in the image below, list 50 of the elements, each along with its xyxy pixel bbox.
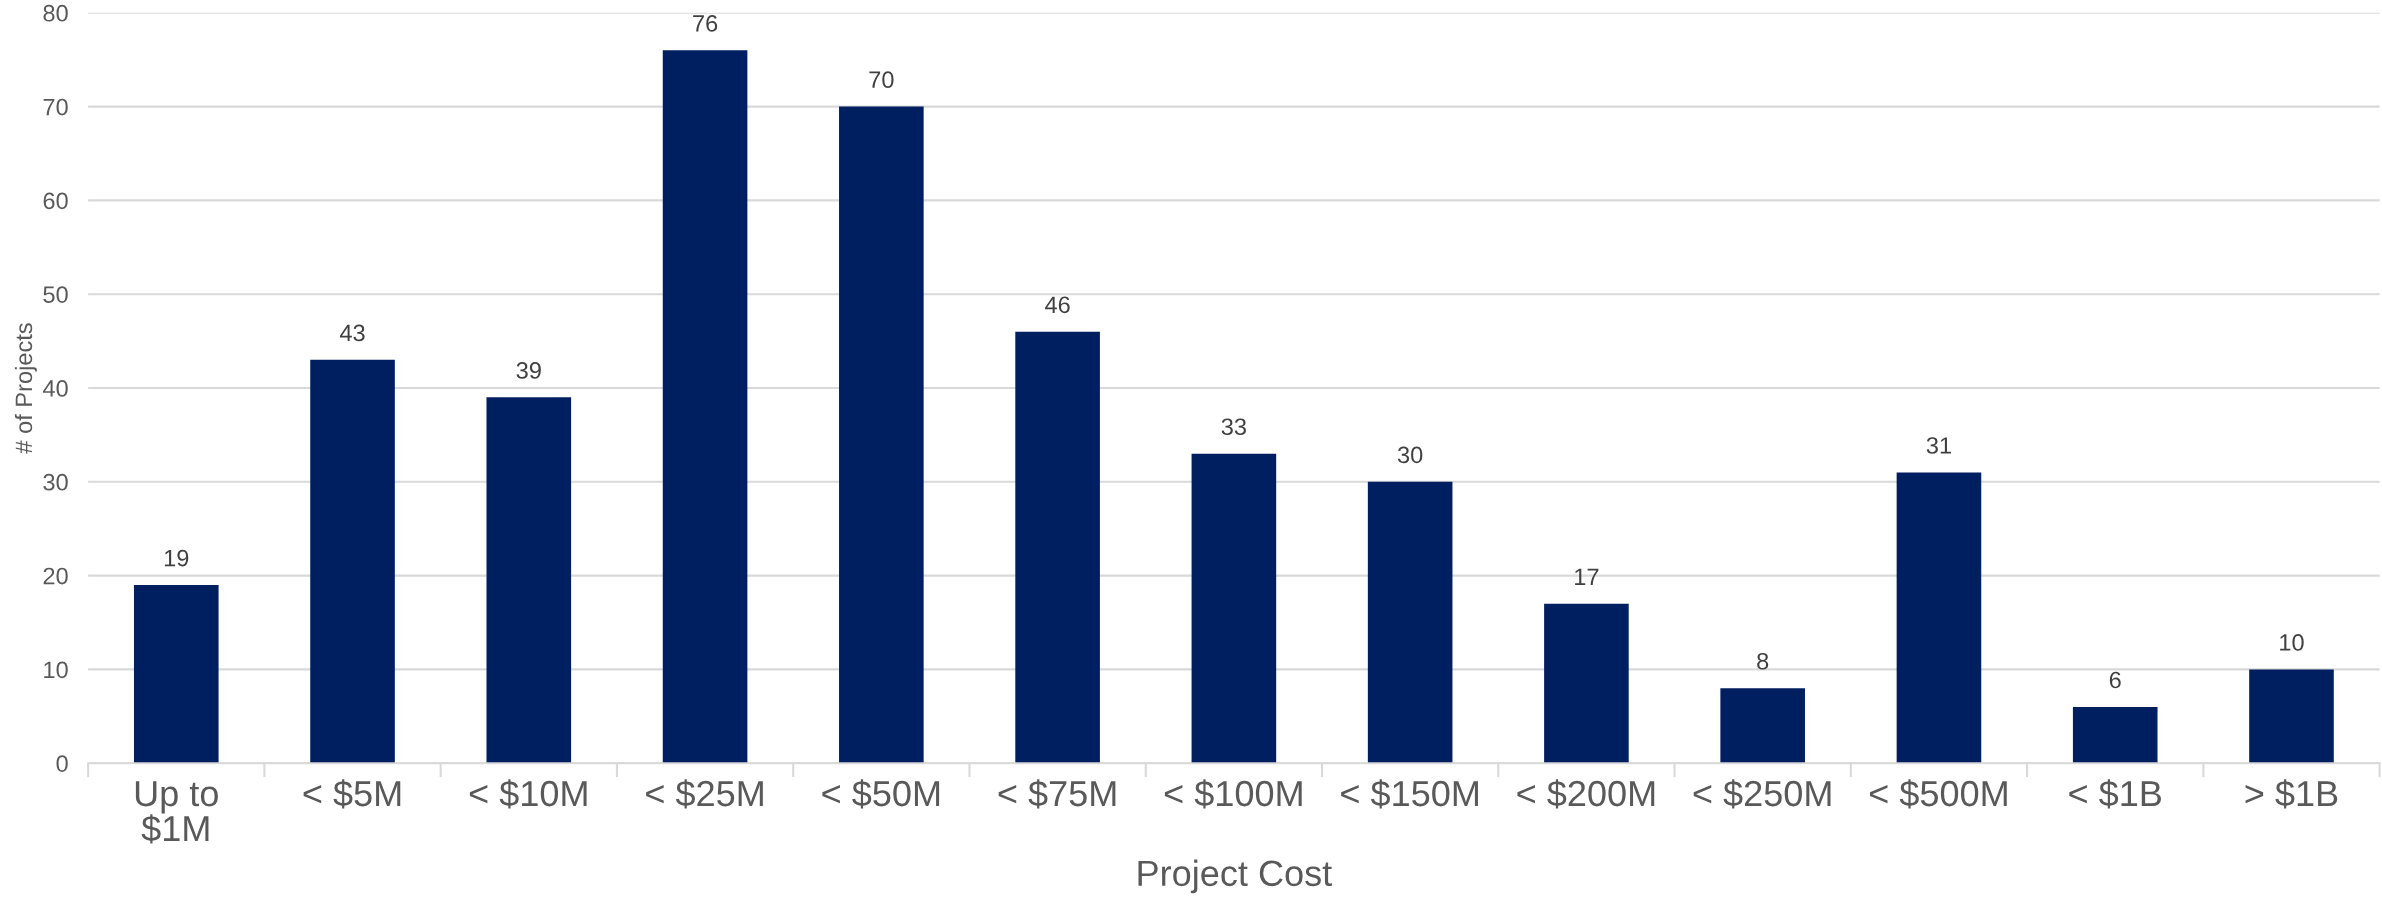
x-tick-label: < $1B — [2069, 779, 2161, 809]
y-tick-label: 80 — [43, 4, 68, 22]
bar — [1544, 603, 1629, 764]
x-tick-label: < $10M — [469, 779, 587, 809]
bar — [662, 50, 748, 764]
x-tick-label: < $50M — [822, 779, 940, 809]
x-axis-title: Project Cost — [1138, 859, 1332, 894]
y-tick-label: 60 — [43, 192, 68, 210]
bar — [2249, 669, 2334, 764]
y-tick-label: 50 — [43, 286, 68, 303]
x-tick-label: < $150M — [1341, 779, 1478, 809]
data-label: 10 — [2280, 634, 2304, 651]
bar — [1191, 453, 1277, 764]
data-label: 6 — [2109, 671, 2121, 689]
x-tick-label: < $5M — [303, 779, 401, 809]
bar — [1015, 331, 1100, 764]
y-tick-label: 20 — [43, 567, 68, 585]
x-tick-label: < $75M — [998, 779, 1116, 809]
bar — [486, 397, 572, 764]
x-tick-label: < $500M — [1869, 779, 2007, 809]
data-label: 8 — [1757, 652, 1769, 670]
x-tick-label: < $200M — [1517, 779, 1655, 809]
bar — [839, 106, 924, 764]
data-label: 31 — [1926, 437, 1951, 454]
bar — [133, 584, 219, 764]
y-tick-label: 0 — [56, 755, 68, 772]
data-label: 19 — [164, 549, 189, 567]
data-label: 39 — [516, 362, 541, 379]
x-tick-label: < $100M — [1164, 779, 1302, 809]
y-axis-title: # of Projects — [14, 323, 37, 454]
data-label: 43 — [339, 324, 365, 342]
data-label: 17 — [1575, 568, 1599, 585]
bar — [2072, 706, 2158, 764]
bar — [1367, 481, 1453, 764]
bar — [1720, 688, 1805, 764]
data-label: 76 — [693, 15, 718, 32]
bar — [1896, 472, 1982, 764]
data-label: 46 — [1045, 296, 1070, 314]
data-label: 70 — [869, 71, 894, 89]
y-tick-label: 10 — [44, 661, 68, 679]
x-tick-label: Up to $1M — [135, 781, 218, 844]
y-tick-label: 70 — [43, 98, 68, 116]
x-tick-label: < $25M — [646, 779, 763, 809]
y-tick-label: 30 — [43, 473, 68, 491]
y-tick-label: 40 — [42, 380, 68, 397]
bar — [310, 359, 395, 764]
x-tick-label: > $1B — [2245, 779, 2338, 809]
data-label: 30 — [1397, 446, 1423, 464]
x-tick-label: < $250M — [1693, 779, 1831, 809]
data-label: 33 — [1221, 418, 1246, 436]
